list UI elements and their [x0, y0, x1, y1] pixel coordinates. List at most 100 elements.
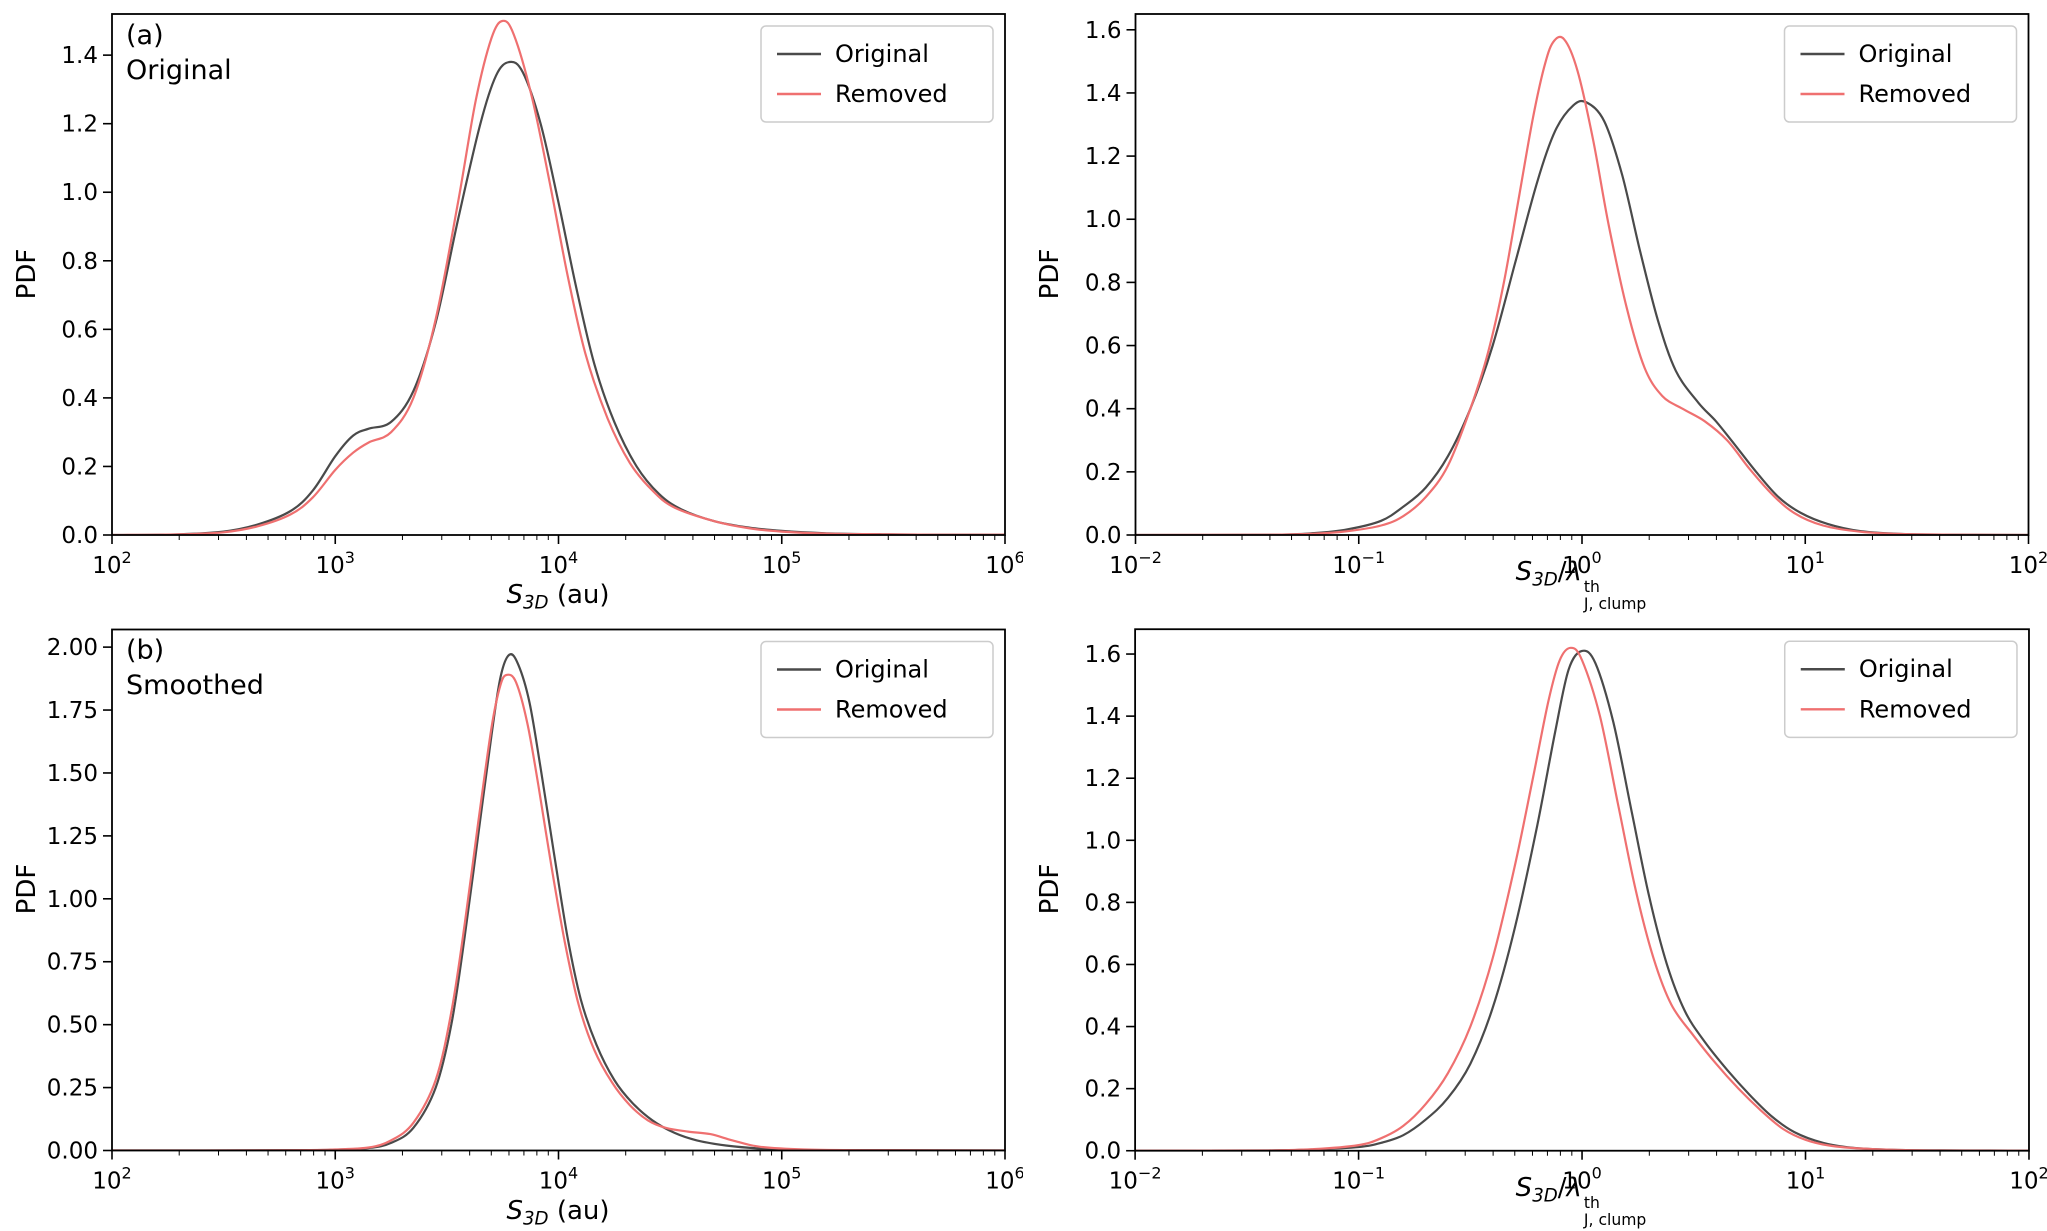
y-tick-label: 0.2 [61, 454, 98, 480]
xlabel-subscript: J, clump [1583, 595, 1647, 614]
panel-label-b: (b) Smoothed [126, 633, 264, 703]
curves [112, 653, 1005, 1151]
x-tick-label: 104 [539, 548, 578, 579]
y-tick-label: 0.75 [47, 950, 98, 976]
y-tick-label: 1.4 [61, 43, 98, 69]
y-tick-label: 0.6 [61, 317, 98, 343]
y-tick-label: 0.00 [47, 1139, 98, 1165]
y-axis-label: PDF [1035, 863, 1065, 915]
xlabel-part: λ [1566, 556, 1582, 587]
curve-original [112, 653, 1005, 1151]
panel-a-left: 102 103 104 105 106 0.0 0.2 0.4 0.6 0.8 1.0 1.2 1.4 O… [0, 0, 1023, 615]
x-tick-label: 106 [985, 548, 1023, 579]
y-tick-label: 0.2 [1084, 1077, 1121, 1103]
x-tick-label: 105 [762, 548, 801, 579]
xlabel-part: (au) [548, 579, 610, 610]
xlabel-part: / [1557, 556, 1567, 587]
panel-label-title: Smoothed [126, 670, 264, 702]
panel-label-letter: (b) [126, 635, 165, 666]
curve-removed [112, 19, 1005, 535]
legend-box [1783, 25, 2018, 123]
x-tick-label: 102 [92, 1164, 131, 1195]
legend-label: Original [1859, 40, 1953, 68]
x-ticks: 10−2 10−1 100 101 102 [1109, 535, 2047, 579]
curve-original [1135, 99, 2029, 535]
y-tick-label: 1.6 [1084, 642, 1121, 668]
x-tick-label: 101 [1786, 1164, 1825, 1195]
y-ticks: 0.00 0.25 0.50 0.75 1.00 1.25 1.50 1.75 2.00 [47, 635, 112, 1165]
y-tick-label: 0.0 [61, 523, 98, 549]
x-tick-label: 101 [1786, 548, 1825, 579]
xlabel-part: λ [1566, 1172, 1582, 1203]
x-tick-label: 103 [316, 548, 355, 579]
plot-b-right: 10−2 10−1 100 101 102 0.0 0.2 0.4 0.6 0.8 1.0 1.2 1.… [1084, 628, 2047, 1195]
panel-label-letter: (a) [126, 20, 164, 51]
y-tick-label: 1.00 [47, 887, 98, 913]
y-tick-label: 0.8 [1085, 270, 1122, 296]
xlabel-part: S [506, 579, 523, 610]
legend-label: Removed [1859, 80, 1972, 108]
legend: Original Removed [760, 640, 994, 739]
curve-removed [1135, 35, 2029, 535]
y-tick-label: 0.0 [1084, 1139, 1121, 1165]
legend-label: Removed [835, 696, 948, 724]
y-tick-label: 1.0 [61, 180, 98, 206]
curve-original [112, 60, 1005, 535]
y-axis-label: PDF [12, 863, 42, 915]
xlabel-part: S [1515, 1172, 1533, 1203]
y-tick-label: 0.25 [47, 1076, 98, 1102]
xlabel-part: 3D [522, 592, 549, 613]
x-ticks: 102 103 104 105 106 [92, 535, 1023, 579]
y-tick-label: 0.8 [1084, 890, 1121, 916]
y-tick-label: 0.0 [1085, 523, 1122, 549]
y-tick-label: 0.4 [1085, 397, 1122, 423]
curve-removed [112, 673, 1005, 1151]
y-tick-label: 1.0 [1084, 828, 1121, 854]
xlabel-part: S [506, 1195, 523, 1226]
x-tick-label: 104 [539, 1164, 578, 1195]
panel-a-right: 10−2 10−1 100 101 102 0.0 0.2 0.4 0.6 0.8 1.0 1.2 1.… [1023, 0, 2047, 615]
x-tick-label: 10−1 [1332, 1164, 1385, 1195]
x-axis-label: S3D (au) [506, 1196, 609, 1229]
x-axis-label: S3D/λ th J, clump [1516, 1173, 1647, 1229]
y-tick-label: 0.50 [47, 1013, 98, 1039]
x-tick-label: 100 [1562, 548, 1601, 579]
y-tick-label: 1.2 [61, 112, 98, 138]
y-tick-label: 1.2 [1084, 766, 1121, 792]
x-tick-label: 10−2 [1109, 1164, 1162, 1195]
x-tick-label: 103 [316, 1164, 355, 1195]
y-tick-label: 2.00 [47, 635, 98, 661]
legend-label: Original [1859, 655, 1953, 683]
y-tick-label: 1.4 [1085, 81, 1122, 107]
x-tick-label: 106 [985, 1164, 1023, 1195]
x-tick-label: 102 [2009, 548, 2047, 579]
x-tick-label: 100 [1562, 1164, 1601, 1195]
panel-label-title: Original [126, 55, 232, 87]
xlabel-stack: th J, clump [1584, 1195, 1646, 1229]
legend-box [1783, 640, 2018, 739]
legend: Original Removed [760, 25, 994, 123]
y-axis-label: PDF [12, 248, 42, 300]
x-tick-label: 10−2 [1109, 548, 1162, 579]
plot-a-left: 102 103 104 105 106 0.0 0.2 0.4 0.6 0.8 1.0 1.2 1.4 O… [61, 13, 1023, 579]
xlabel-part: 3D [522, 1208, 549, 1229]
y-tick-label: 1.6 [1085, 18, 1122, 44]
y-tick-label: 1.25 [47, 824, 98, 850]
y-ticks: 0.0 0.2 0.4 0.6 0.8 1.0 1.2 1.4 [61, 43, 112, 549]
curve-original [1135, 649, 2029, 1151]
xlabel-part: 3D [1532, 569, 1558, 591]
y-tick-label: 0.6 [1085, 334, 1122, 360]
legend: Original Removed [1783, 640, 2018, 739]
panel-b-right: 10−2 10−1 100 101 102 0.0 0.2 0.4 0.6 0.8 1.0 1.2 1.… [1023, 615, 2047, 1231]
xlabel-superscript: th [1583, 578, 1600, 597]
y-axis-label: PDF [1035, 248, 1065, 300]
x-tick-label: 10−1 [1332, 548, 1385, 579]
legend: Original Removed [1783, 25, 2018, 123]
xlabel-part: S [1515, 556, 1533, 587]
x-ticks: 102 103 104 105 106 [92, 1150, 1023, 1195]
y-tick-label: 1.0 [1085, 207, 1122, 233]
xlabel-part: (au) [548, 1195, 610, 1226]
legend-label: Removed [1859, 695, 1972, 723]
y-tick-label: 0.2 [1085, 460, 1122, 486]
